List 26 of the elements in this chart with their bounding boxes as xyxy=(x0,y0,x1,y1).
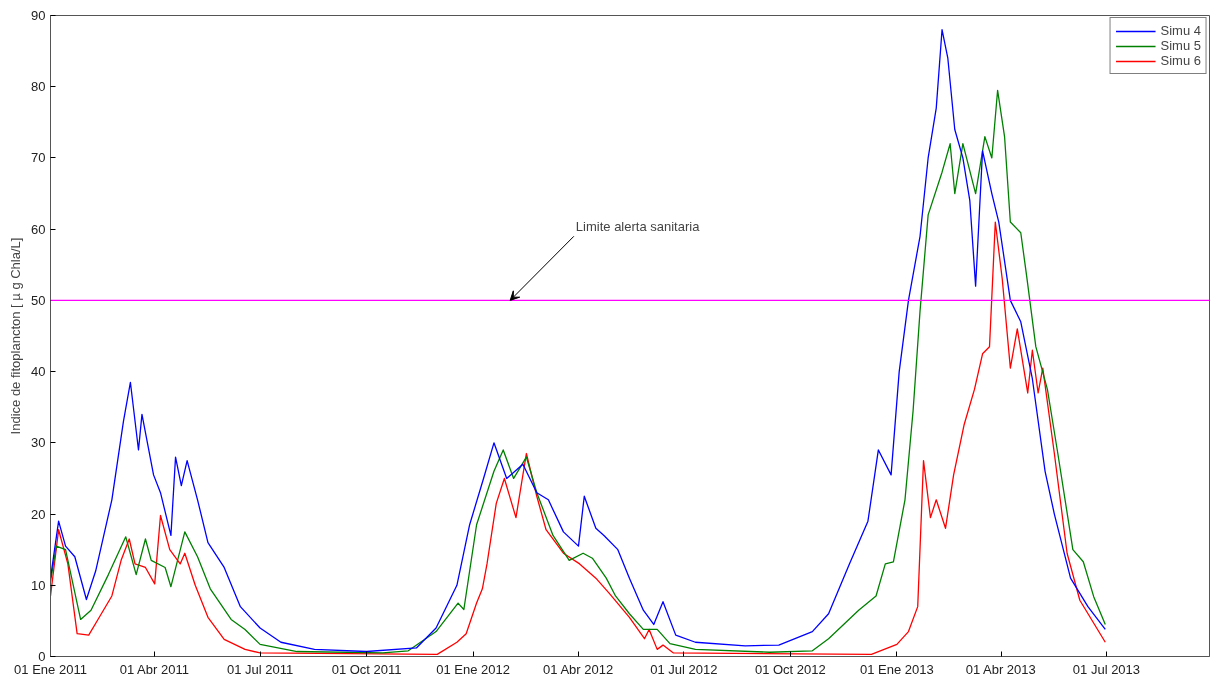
legend-label: Simu 5 xyxy=(1160,38,1201,53)
x-tick-label: 01 Oct 2011 xyxy=(331,661,402,677)
y-tick-label: 40 xyxy=(31,364,46,380)
legend-label: Simu 6 xyxy=(1160,53,1201,68)
y-tick-label: 30 xyxy=(31,435,46,451)
x-tick-label: 01 Abr 2013 xyxy=(965,661,1036,677)
x-tick-label: 01 Jul 2012 xyxy=(650,661,718,677)
y-tick-label: 10 xyxy=(31,577,46,593)
x-tick-label: 01 Ene 2011 xyxy=(14,661,87,677)
y-tick-label: 60 xyxy=(31,221,46,237)
y-tick-label: 90 xyxy=(31,8,46,23)
x-tick-label: 01 Jul 2013 xyxy=(1072,661,1141,677)
y-tick-label: 20 xyxy=(31,506,46,522)
y-tick-label: 70 xyxy=(31,150,46,166)
y-tick-label: 0 xyxy=(38,649,46,664)
y-axis-title: Indice de fitoplancton [ µ g Chla/L] xyxy=(8,237,24,435)
y-tick-label: 80 xyxy=(31,79,46,95)
x-tick-label: 01 Ene 2013 xyxy=(860,661,934,677)
x-tick-label: 01 Jul 2011 xyxy=(226,661,294,677)
y-tick-label: 50 xyxy=(31,292,46,308)
legend-label: Simu 4 xyxy=(1160,23,1201,38)
x-tick-label: 01 Abr 2012 xyxy=(543,661,614,677)
x-tick-label: 01 Abr 2011 xyxy=(119,661,189,677)
x-tick-label: 01 Oct 2012 xyxy=(754,661,826,677)
annotation: Limite alerta sanitaria xyxy=(575,219,701,235)
x-tick-label: 01 Ene 2012 xyxy=(436,661,510,677)
